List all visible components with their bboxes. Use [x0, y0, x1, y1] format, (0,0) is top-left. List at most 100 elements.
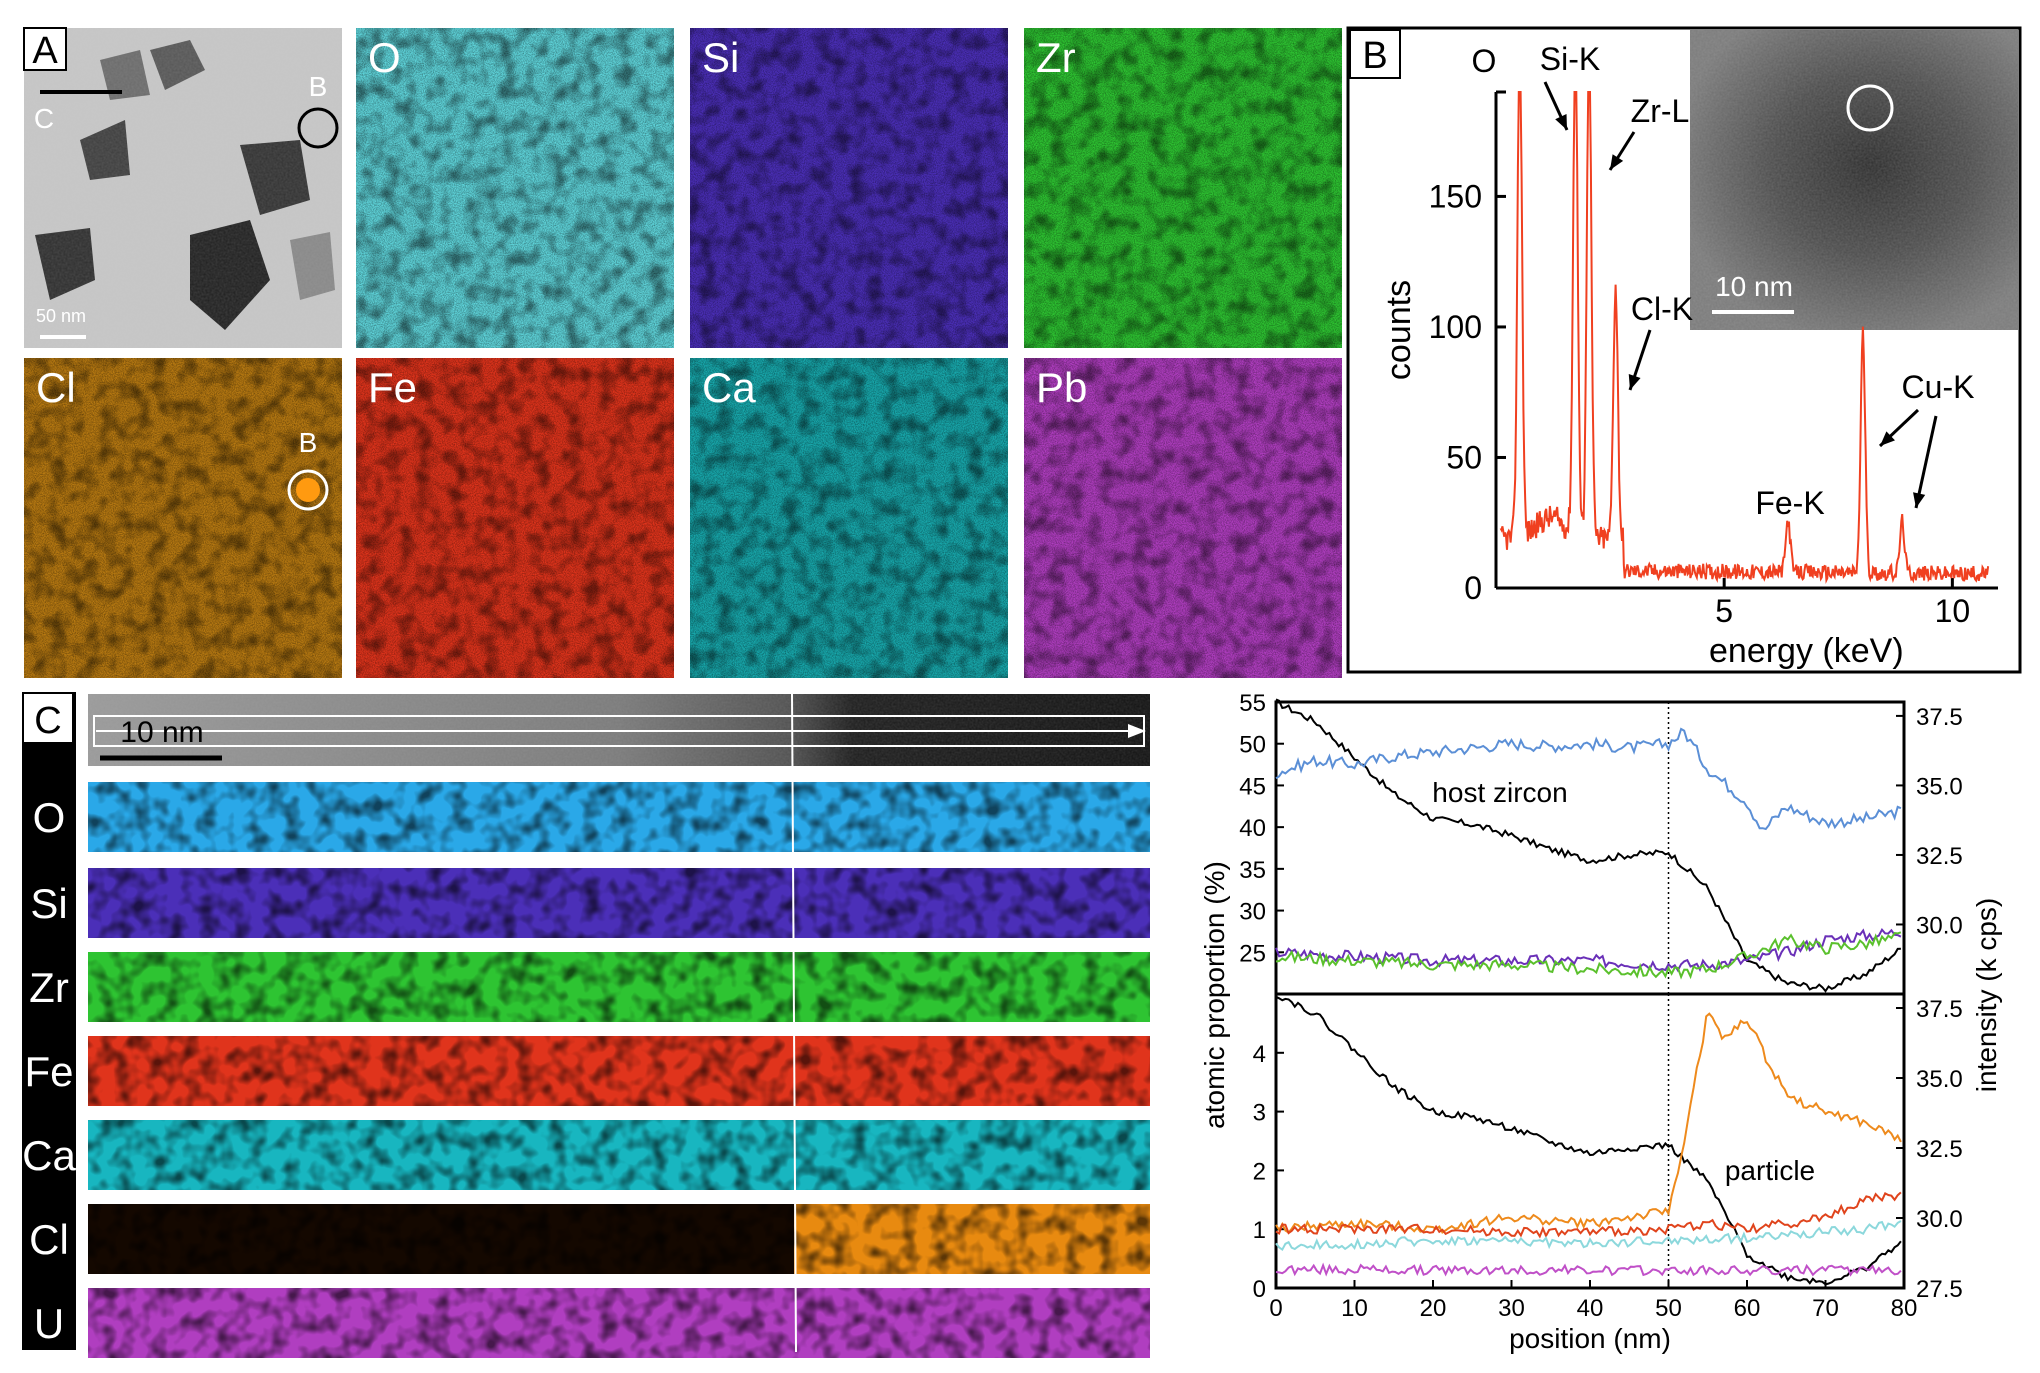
- x-tick-label: 0: [1269, 1295, 1282, 1322]
- map-texture: [690, 28, 1008, 348]
- strip-texture: [88, 952, 1150, 1022]
- x-tick-label: 60: [1734, 1295, 1761, 1322]
- map-texture: [356, 28, 674, 348]
- tem-image: [24, 28, 342, 348]
- map-label-o: O: [368, 34, 401, 81]
- right-tick-label: 32.5: [1916, 1136, 1963, 1163]
- y-tick-label: 100: [1429, 309, 1482, 345]
- marker-b-label: B: [309, 71, 328, 102]
- particle-label: particle: [1725, 1155, 1815, 1186]
- peak-label: Cl-K: [1631, 291, 1693, 327]
- left-tick-label: 2: [1253, 1158, 1266, 1185]
- x-tick-label: 50: [1655, 1295, 1682, 1322]
- right-tick-label: 35.0: [1916, 773, 1963, 800]
- boundary-line: [791, 693, 797, 1353]
- strip-label-cl: Cl: [29, 1216, 69, 1263]
- left-tick-label: 45: [1239, 773, 1266, 800]
- series-u: [1275, 1262, 1902, 1277]
- linescan-strips: O Si Zr Fe Ca Cl U: [22, 782, 1150, 1358]
- strip-label-si: Si: [30, 880, 67, 927]
- y-tick-label: 50: [1446, 439, 1482, 475]
- arrow-head: [1128, 724, 1146, 738]
- peak-arrow-head: [1555, 114, 1567, 130]
- strip-ca: Ca: [22, 1120, 1150, 1190]
- inset-spot-marker: [1846, 84, 1894, 132]
- series-intensity: [1275, 995, 1902, 1286]
- x-tick-label: 40: [1577, 1295, 1604, 1322]
- left-tick-label: 40: [1239, 815, 1266, 842]
- x-tick-label: 5: [1715, 593, 1733, 629]
- haadf-strip: 10 nm: [88, 694, 1150, 766]
- strip-u: U: [34, 1288, 1150, 1358]
- left-tick-label: 1: [1253, 1217, 1266, 1244]
- host-zircon-label: host zircon: [1432, 777, 1567, 808]
- eds-spectrum-chart: 0 50 100 150 5 10 energy (keV) counts O Si-K Zr-L C…: [1380, 41, 1998, 670]
- map-label-pb: Pb: [1036, 364, 1087, 411]
- right-tick-label: 32.5: [1916, 843, 1963, 870]
- marker-c-label: C: [34, 103, 54, 134]
- point-marker-b: [297, 107, 339, 149]
- map-label-si: Si: [702, 34, 739, 81]
- profile-bottom: 0 1 2 3 4 27.5 30.0 32.5 35.0 37.5 particle 0 10 20 30…: [1253, 992, 1963, 1354]
- strip-texture: [88, 1288, 1150, 1358]
- series-cl: [1275, 1012, 1902, 1234]
- right-tick-label: 37.5: [1916, 704, 1963, 731]
- haadf-scalebar-label: 10 nm: [120, 716, 203, 749]
- hrtem-inset: 10 nm: [1690, 30, 2018, 330]
- left-tick-label: 0: [1253, 1276, 1266, 1303]
- right-tick-label: 37.5: [1916, 996, 1963, 1023]
- map-label-fe: Fe: [368, 364, 417, 411]
- cl-marker-label: B: [299, 427, 318, 458]
- strip-zr: Zr: [29, 952, 1150, 1022]
- scalebar-50nm-label: 50 nm: [36, 306, 86, 326]
- x-tick-label: 70: [1812, 1295, 1839, 1322]
- x-axis-label: energy (keV): [1709, 632, 1904, 670]
- strip-texture: [88, 782, 1150, 852]
- x-tick-label: 10: [1935, 593, 1971, 629]
- map-cl: Cl B: [24, 358, 342, 678]
- map-ca: Ca: [690, 358, 1008, 678]
- panel-c-letter-box: [24, 694, 72, 742]
- map-texture: [24, 358, 342, 678]
- element-maps: O Si Zr Cl B Fe Ca Pb: [24, 28, 1342, 678]
- strip-fe: Fe: [24, 1036, 1150, 1106]
- strip-label-o: O: [33, 794, 66, 841]
- right-axis-label: intensity (k cps): [1971, 898, 2002, 1093]
- y-tick-label: 0: [1464, 570, 1482, 606]
- peak-label: O: [1472, 43, 1497, 79]
- left-tick-label: 25: [1239, 940, 1266, 967]
- x-tick-label: 10: [1341, 1295, 1368, 1322]
- left-tick-label: 50: [1239, 732, 1266, 759]
- peak-label: Si-K: [1540, 41, 1600, 77]
- map-label-ca: Ca: [702, 364, 756, 411]
- series-intensity: [1275, 698, 1901, 993]
- series-o: [1275, 727, 1902, 831]
- right-tick-label: 35.0: [1916, 1066, 1963, 1093]
- panel-c-letter: C: [34, 700, 61, 742]
- series-zr: [1275, 931, 1902, 980]
- y-axis-label: counts: [1380, 280, 1418, 380]
- strip-label-fe: Fe: [24, 1048, 73, 1095]
- strip-texture: [88, 1204, 1150, 1274]
- left-tick-label: 35: [1239, 857, 1266, 884]
- strip-texture: [88, 1036, 1150, 1106]
- map-zr: Zr: [1024, 28, 1342, 348]
- strip-o: O: [33, 782, 1150, 852]
- panel-b-letter: B: [1362, 35, 1387, 77]
- right-tick-label: 27.5: [1916, 1276, 1963, 1303]
- strip-label-ca: Ca: [22, 1132, 76, 1179]
- strip-texture: [88, 1120, 1150, 1190]
- peak-arrow-head: [1913, 492, 1926, 508]
- peak-label: Fe-K: [1755, 485, 1824, 521]
- peak-arrow-head: [1880, 431, 1895, 446]
- map-fe: Fe: [356, 358, 674, 678]
- map-pb: Pb: [1024, 358, 1342, 678]
- x-axis-label: position (nm): [1509, 1323, 1671, 1354]
- peak-arrow-head: [1610, 154, 1624, 170]
- strip-si: Si: [30, 868, 1150, 938]
- spectrum-line: [1499, 91, 1990, 585]
- panel-a-letter-box: [23, 27, 67, 71]
- left-tick-label: 55: [1239, 690, 1266, 717]
- right-tick-label: 30.0: [1916, 912, 1963, 939]
